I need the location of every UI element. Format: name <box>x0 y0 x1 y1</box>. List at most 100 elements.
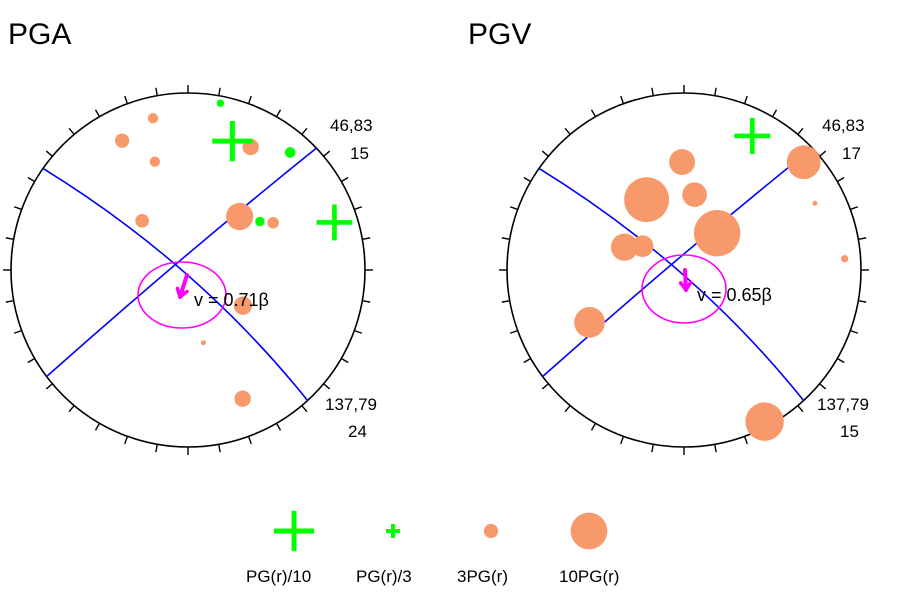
pgv-rupture-arrow-shaft <box>683 268 688 292</box>
pga-minus-symbol-0 <box>212 121 253 162</box>
pga-lower-strike-dip-label: 137,79 <box>325 395 377 414</box>
pga-rupture-ellipse <box>137 261 227 329</box>
pga-plus-symbol-3 <box>149 156 161 167</box>
pga-nodal-plane-1 <box>46 147 317 378</box>
pga-tick <box>340 176 349 183</box>
pga-velocity-label: v = 0.71β <box>194 290 269 310</box>
pga-tick <box>218 444 221 453</box>
pga-minus-symbol-3 <box>255 216 265 227</box>
pgv-rupture-arrow-head <box>678 280 693 292</box>
pga-plus-symbol-7 <box>267 217 279 229</box>
pgv-stereonet <box>499 85 869 455</box>
pgv-tick <box>501 300 510 303</box>
pga-tick <box>13 206 22 211</box>
legend: PG(r)/10 PG(r)/3 3PG(r) 10PG(r) <box>246 510 619 586</box>
pgv-primitive-circle <box>506 92 862 448</box>
pga-tick <box>155 444 158 453</box>
pga-plus-symbol-2 <box>147 113 159 124</box>
pga-tick <box>247 95 252 104</box>
legend-label-pg-r-3: PG(r)/3 <box>356 567 412 586</box>
pgv-title: PGV <box>468 18 531 51</box>
pga-tick <box>275 109 282 118</box>
pgv-tick <box>819 150 827 157</box>
pgv-plus-symbol-10 <box>812 200 818 206</box>
pgv-tick <box>819 383 827 390</box>
pga-tick <box>124 95 129 104</box>
legend-label-3pg-r: 3PG(r) <box>457 567 508 586</box>
pga-tick <box>13 329 22 334</box>
pgv-tick <box>651 444 654 453</box>
pgv-tick <box>836 357 845 364</box>
pga-panel: PGA 46,83 15 137,79 24 v = 0.71β <box>3 18 377 455</box>
pga-primitive-circle <box>10 92 366 448</box>
pgv-tick <box>771 109 778 118</box>
pgv-tick <box>850 206 859 211</box>
pga-tick <box>247 436 252 445</box>
pga-tick <box>27 357 36 364</box>
pgv-tick <box>564 127 571 135</box>
pga-tick <box>301 405 308 413</box>
pga-plus-symbol-5 <box>226 202 254 231</box>
pga-tick <box>68 405 75 413</box>
legend-symbol-pg-r-3 <box>386 524 400 538</box>
pgv-tick <box>858 300 867 303</box>
pgv-plus-symbol-1 <box>624 177 670 223</box>
pga-tick <box>301 127 308 135</box>
pga-tick <box>5 300 14 303</box>
pga-plus-symbol-1 <box>115 133 130 148</box>
pga-tick <box>323 383 331 390</box>
legend-label-10pg-r: 10PG(r) <box>559 567 619 586</box>
pgv-plus-symbol-4 <box>693 209 741 257</box>
pga-tick <box>275 422 282 431</box>
pga-tick <box>218 87 221 96</box>
pgv-upper-strike-dip-label: 46,83 <box>822 116 865 135</box>
pga-rupture-arrow-shaft <box>178 273 189 299</box>
pgv-plus-symbol-5 <box>610 233 639 261</box>
legend-label-pg-r-10: PG(r)/10 <box>246 567 311 586</box>
pgv-plus-symbol-6 <box>631 235 654 257</box>
pgv-plus-symbol-2 <box>669 149 696 176</box>
pgv-tick <box>590 109 597 118</box>
pgv-tick <box>523 357 532 364</box>
pgv-lower-strike-dip-label: 137,79 <box>817 395 869 414</box>
pgv-tick <box>743 436 748 445</box>
pgv-tick <box>541 150 549 157</box>
pga-nodal-plane-2 <box>42 167 309 401</box>
pga-minus-symbol-4 <box>216 99 225 107</box>
pga-upper-value-label: 15 <box>350 144 369 163</box>
pga-lower-value-label: 24 <box>348 422 367 441</box>
pgv-tick <box>509 329 518 334</box>
pga-tick <box>124 436 129 445</box>
pgv-tick <box>651 87 654 96</box>
pgv-tick <box>501 237 510 240</box>
pga-plus-symbol-9 <box>234 390 251 407</box>
pgv-tick <box>620 95 625 104</box>
pgv-plus-symbol-3 <box>682 182 707 207</box>
pgv-tick <box>620 436 625 445</box>
legend-symbol-3pg-r <box>483 523 499 539</box>
pgv-rupture-ellipse <box>641 254 727 324</box>
pga-tick <box>323 150 331 157</box>
pgv-tick <box>858 237 867 240</box>
legend-symbols <box>273 510 608 552</box>
pgv-tick <box>541 383 549 390</box>
pgv-plus-symbol-9 <box>745 402 784 441</box>
pgv-lower-value-label: 15 <box>840 422 859 441</box>
legend-symbol-10pg-r <box>570 512 608 550</box>
pga-minus-symbol-1 <box>284 147 296 158</box>
pga-tick <box>340 357 349 364</box>
pga-tick <box>94 422 101 431</box>
pgv-tick <box>797 127 804 135</box>
pga-upper-strike-dip-label: 46,83 <box>330 116 373 135</box>
pga-tick <box>94 109 101 118</box>
pgv-nodal-plane-1 <box>542 147 813 378</box>
legend-symbol-pg-r-10 <box>273 510 315 552</box>
pgv-tick <box>850 329 859 334</box>
pga-tick <box>27 176 36 183</box>
pga-plus-symbol-6 <box>233 296 253 315</box>
pgv-plus-symbol-0 <box>786 145 821 180</box>
pgv-nodal-plane-2 <box>538 167 805 401</box>
pgv-tick <box>509 206 518 211</box>
pgv-minus-symbol-0 <box>734 117 771 154</box>
